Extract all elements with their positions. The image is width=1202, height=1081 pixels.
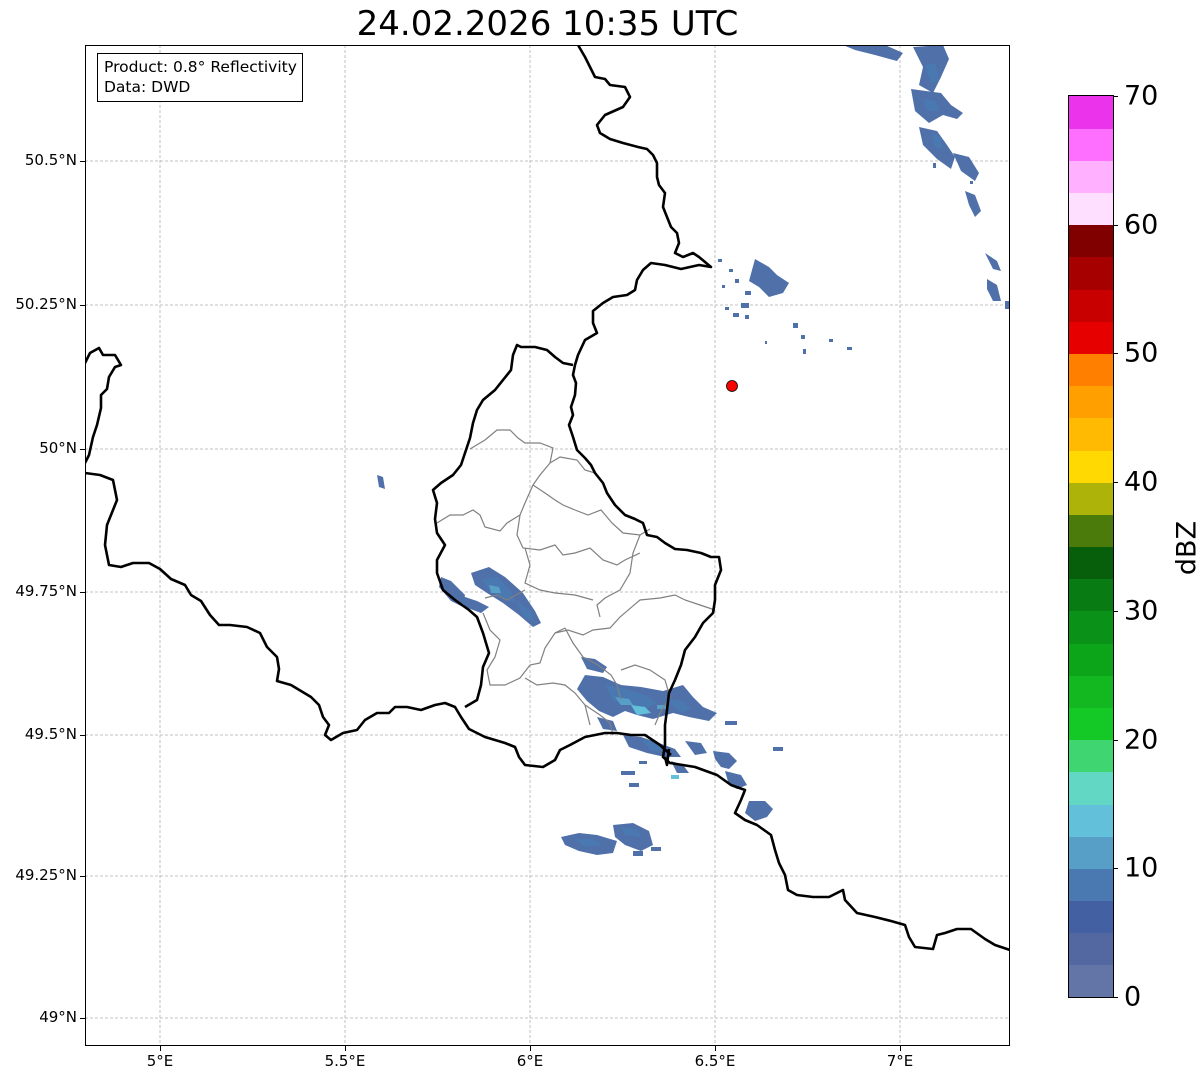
map-canvas[interactable] xyxy=(85,45,1010,1046)
colorbar-segment xyxy=(1069,289,1113,322)
lat-tick-label: 50.5°N xyxy=(24,151,77,169)
colorbar-segment xyxy=(1069,578,1113,612)
lon-tick-label: 6.5°E xyxy=(694,1052,736,1070)
radar-site-marker xyxy=(726,380,738,392)
lat-tick-label: 49.5°N xyxy=(24,725,77,743)
lat-tick-mark xyxy=(80,735,85,736)
colorbar-segment xyxy=(1069,900,1113,934)
luxembourg-canton-borders xyxy=(436,429,716,736)
colorbar-tick-mark xyxy=(1113,868,1118,870)
country-borders xyxy=(85,45,1010,952)
lat-tick-mark xyxy=(80,876,85,877)
colorbar-tick-label: 70 xyxy=(1124,80,1159,112)
colorbar-segment xyxy=(1069,256,1113,290)
colorbar-segment xyxy=(1069,160,1113,194)
colorbar-tick-label: 20 xyxy=(1124,724,1159,756)
colorbar-tick-mark xyxy=(1113,482,1118,484)
colorbar-tick-label: 40 xyxy=(1124,466,1159,498)
colorbar-tick-mark xyxy=(1113,96,1118,97)
colorbar-segment xyxy=(1069,385,1113,419)
colorbar-segment xyxy=(1069,128,1113,161)
lat-tick-mark xyxy=(80,161,85,162)
gridlines xyxy=(85,45,1010,1046)
colorbar-segment xyxy=(1069,964,1113,997)
data-source-line: Data: DWD xyxy=(104,78,191,96)
colorbar-segment xyxy=(1069,771,1113,805)
colorbar-tick-label: 0 xyxy=(1124,981,1142,1013)
colorbar-segment xyxy=(1069,932,1113,966)
lat-tick-mark xyxy=(80,305,85,306)
colorbar-tick-mark xyxy=(1113,997,1118,998)
colorbar-segment xyxy=(1069,192,1113,226)
lon-tick-label: 6°E xyxy=(516,1052,544,1070)
colorbar-tick-mark xyxy=(1113,224,1118,226)
colorbar-segment xyxy=(1069,514,1113,548)
lon-tick-mark xyxy=(715,1046,716,1051)
colorbar-segment xyxy=(1069,482,1113,515)
colorbar-tick-mark xyxy=(1113,739,1118,741)
colorbar-segment xyxy=(1069,449,1113,483)
colorbar-segment xyxy=(1069,803,1113,837)
colorbar-segment xyxy=(1069,96,1113,129)
product-info-box: Product: 0.8° Reflectivity Data: DWD xyxy=(97,53,303,102)
lon-tick-label: 5°E xyxy=(146,1052,174,1070)
colorbar-segment xyxy=(1069,546,1113,580)
colorbar-tick-label: 30 xyxy=(1124,595,1159,627)
colorbar-segment xyxy=(1069,610,1113,644)
lat-tick-label: 50°N xyxy=(39,439,77,457)
lat-tick-label: 49.75°N xyxy=(15,582,77,600)
colorbar-segment xyxy=(1069,836,1113,869)
lat-tick-mark xyxy=(80,592,85,593)
colorbar-segment xyxy=(1069,643,1113,676)
colorbar-segment xyxy=(1069,868,1113,902)
lon-tick-mark xyxy=(530,1046,531,1051)
lon-tick-mark xyxy=(900,1046,901,1051)
colorbar-segment xyxy=(1069,417,1113,451)
lat-tick-label: 50.25°N xyxy=(15,295,77,313)
lon-tick-label: 5.5°E xyxy=(324,1052,366,1070)
lat-tick-label: 49.25°N xyxy=(15,866,77,884)
lat-tick-label: 49°N xyxy=(39,1008,77,1026)
colorbar-tick-label: 50 xyxy=(1124,337,1159,369)
radar-reflectivity-echoes xyxy=(377,45,1010,856)
product-line: Product: 0.8° Reflectivity xyxy=(104,58,297,76)
colorbar-segment xyxy=(1069,321,1113,355)
colorbar-segment xyxy=(1069,739,1113,773)
colorbar-tick-label: 10 xyxy=(1124,852,1159,884)
colorbar-segment xyxy=(1069,707,1113,741)
map-title: 24.02.2026 10:35 UTC xyxy=(356,4,739,44)
colorbar-segment xyxy=(1069,224,1113,258)
map-plot-area[interactable] xyxy=(85,45,1010,1046)
lon-tick-label: 7°E xyxy=(886,1052,914,1070)
colorbar-tick-mark xyxy=(1113,610,1118,612)
colorbar-segment xyxy=(1069,353,1113,387)
colorbar-unit-label: dBZ xyxy=(1171,520,1202,576)
lat-tick-mark xyxy=(80,449,85,450)
lat-tick-mark xyxy=(80,1018,85,1019)
colorbar-segment xyxy=(1069,675,1113,708)
colorbar xyxy=(1068,95,1114,998)
colorbar-tick-label: 60 xyxy=(1124,209,1159,241)
lon-tick-mark xyxy=(345,1046,346,1051)
colorbar-tick-mark xyxy=(1113,353,1118,355)
lon-tick-mark xyxy=(160,1046,161,1051)
